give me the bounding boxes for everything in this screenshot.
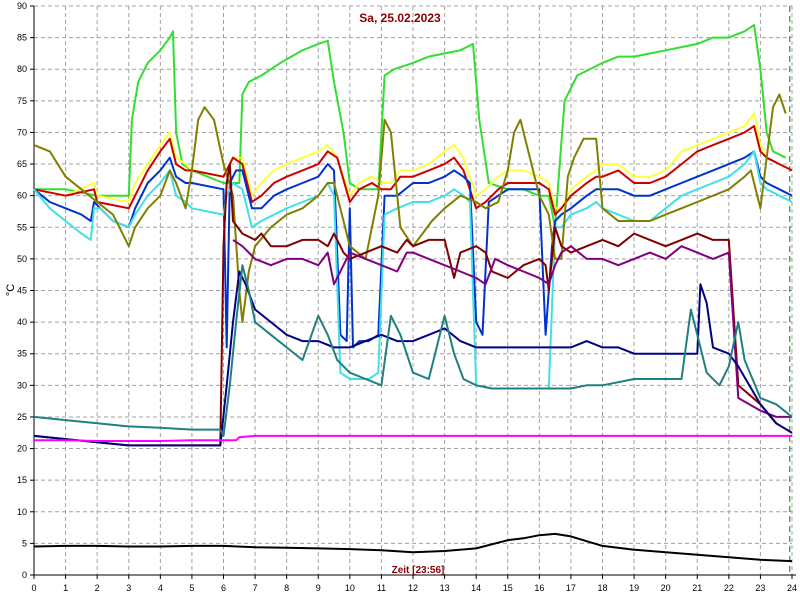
x-tick-label: 12 [408,583,418,593]
x-tick-label: 6 [221,583,226,593]
y-tick-label: 90 [17,1,27,11]
x-tick-label: 23 [755,583,765,593]
x-tick-label: 1 [63,583,68,593]
series-line-9 [33,270,793,447]
series-line-10 [33,264,793,437]
x-tick-label: 3 [126,583,131,593]
x-tick-label: 18 [597,583,607,593]
x-tick-label: 19 [629,583,639,593]
y-tick-label: 85 [17,33,27,43]
y-tick-label: 10 [17,507,27,517]
x-tick-label: 10 [345,583,355,593]
y-tick-label: 15 [17,475,27,485]
x-tick-label: 22 [724,583,734,593]
y-axis-label: °C [5,284,17,296]
y-tick-label: 35 [17,349,27,359]
y-tick-label: 70 [17,127,27,137]
y-tick-label: 20 [17,444,27,454]
x-tick-label: 16 [534,583,544,593]
series-line-8 [232,239,792,418]
y-tick-label: 45 [17,286,27,296]
series-line-6 [33,93,787,324]
series-line-7 [33,163,793,447]
axes [30,5,796,579]
x-tick-label: 2 [95,583,100,593]
time-footer-label: Zeit [23:56] [392,565,445,576]
x-tick-label: 15 [503,583,513,593]
chart-title: Sa, 25.02.2023 [359,11,441,25]
grid-lines [34,5,793,575]
series-line-1 [34,24,787,229]
y-tick-label: 0 [22,570,27,580]
y-tick-label: 60 [17,191,27,201]
series-line-3 [33,125,793,216]
series-line-11 [34,434,792,442]
x-tick-label: 9 [316,583,321,593]
x-tick-label: 14 [471,583,481,593]
y-tick-label: 80 [17,64,27,74]
y-tick-label: 50 [17,254,27,264]
x-tick-label: 20 [661,583,671,593]
x-tick-label: 8 [284,583,289,593]
y-tick-label: 75 [17,96,27,106]
x-tick-label: 5 [189,583,194,593]
y-tick-label: 30 [17,380,27,390]
series-line-4 [33,150,793,349]
series-line-12 [33,532,793,563]
series-line-2 [33,112,793,210]
y-tick-label: 55 [17,222,27,232]
x-tick-label: 21 [692,583,702,593]
y-tick-label: 40 [17,317,27,327]
x-tick-label: 0 [31,583,36,593]
x-tick-label: 11 [377,583,386,593]
x-tick-label: 17 [566,583,576,593]
y-tick-label: 5 [22,538,27,548]
x-tick-label: 4 [158,583,163,593]
x-tick-label: 24 [787,583,797,593]
y-tick-label: 65 [17,159,27,169]
x-tick-label: 7 [253,583,258,593]
y-tick-label: 25 [17,412,27,422]
series-lines [33,24,793,563]
x-tick-label: 13 [440,583,450,593]
